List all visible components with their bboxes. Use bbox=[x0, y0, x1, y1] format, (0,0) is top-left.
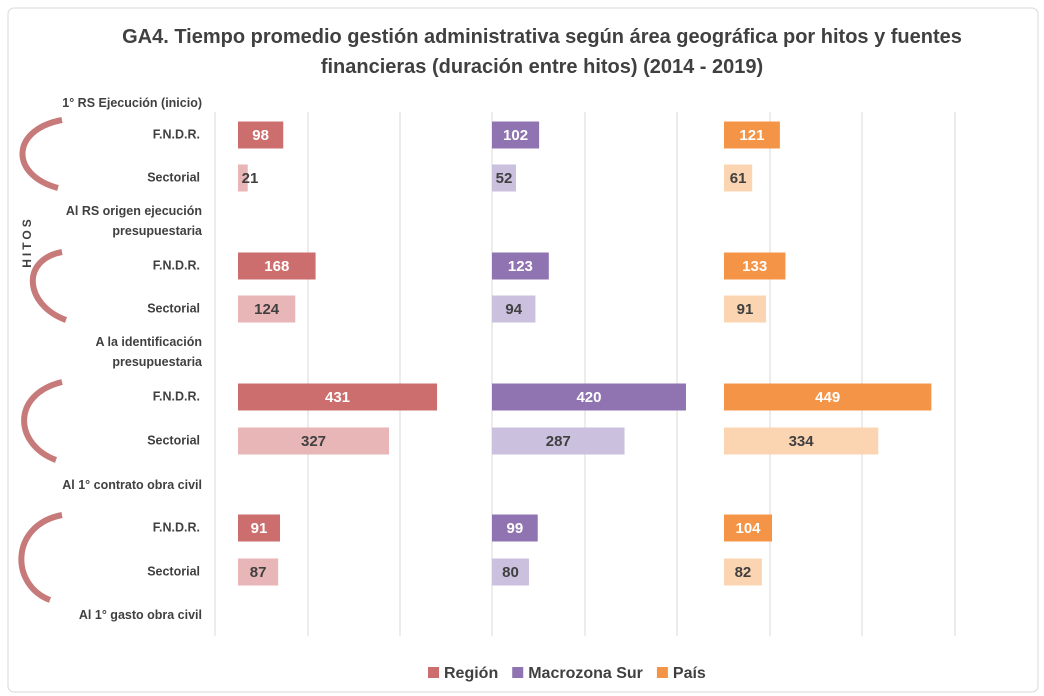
milestone-label: Al 1° gasto obra civil bbox=[78, 608, 202, 622]
bar bbox=[238, 121, 284, 149]
data-label: 168 bbox=[264, 258, 289, 275]
data-label: 449 bbox=[815, 389, 840, 406]
data-label: 80 bbox=[502, 564, 519, 581]
bar bbox=[238, 514, 281, 542]
data-label: 124 bbox=[254, 301, 280, 318]
data-label: 334 bbox=[789, 433, 815, 450]
data-label: 87 bbox=[250, 564, 267, 581]
bar bbox=[724, 295, 767, 323]
legend-label: Región bbox=[444, 665, 498, 682]
bar bbox=[492, 514, 538, 542]
milestone-label: 1° RS Ejecución (inicio) bbox=[62, 96, 202, 110]
legend-swatch bbox=[428, 667, 439, 678]
bar bbox=[724, 558, 762, 586]
y-axis-label: HITOS bbox=[20, 216, 34, 267]
legend-swatch bbox=[656, 667, 668, 678]
y-tick-label: F.N.D.R. bbox=[153, 258, 200, 272]
y-tick-label: Sectorial bbox=[147, 564, 200, 578]
bar bbox=[724, 383, 932, 411]
bar bbox=[492, 252, 549, 280]
bar bbox=[238, 427, 390, 455]
milestone-label: Al RS origen ejecución presupuestaria bbox=[65, 204, 202, 238]
bar bbox=[492, 383, 686, 411]
y-tick-label: F.N.D.R. bbox=[153, 389, 200, 403]
data-label: 102 bbox=[503, 127, 528, 144]
data-label: 121 bbox=[739, 127, 764, 144]
legend-label: Macrozona Sur bbox=[528, 665, 643, 682]
y-tick-label: Sectorial bbox=[147, 170, 200, 184]
data-label: 287 bbox=[546, 433, 571, 450]
legend-label: País bbox=[673, 665, 706, 682]
bar bbox=[724, 514, 773, 542]
bar bbox=[724, 427, 879, 455]
data-label: 21 bbox=[242, 170, 259, 187]
y-tick-label: Sectorial bbox=[147, 433, 200, 447]
bar bbox=[238, 164, 248, 192]
data-label: 327 bbox=[301, 433, 326, 450]
data-label: 91 bbox=[737, 301, 754, 318]
data-label: 133 bbox=[742, 258, 767, 275]
bar bbox=[492, 558, 529, 586]
bar bbox=[238, 295, 296, 323]
bar bbox=[238, 252, 316, 280]
data-label: 98 bbox=[252, 127, 269, 144]
data-label: 99 bbox=[507, 520, 524, 537]
bar bbox=[238, 558, 279, 586]
data-label: 420 bbox=[576, 389, 601, 406]
bar bbox=[238, 383, 438, 411]
bar bbox=[724, 164, 753, 192]
chart-title: GA4. Tiempo promedio gestión administrat… bbox=[122, 26, 962, 78]
bar bbox=[724, 252, 786, 280]
bar bbox=[492, 164, 517, 192]
bar bbox=[492, 121, 540, 149]
legend-swatch bbox=[512, 667, 524, 678]
bar bbox=[492, 295, 536, 323]
data-label: 82 bbox=[735, 564, 752, 581]
data-label: 91 bbox=[251, 520, 268, 537]
y-tick-label: Sectorial bbox=[147, 301, 200, 315]
data-label: 52 bbox=[496, 170, 513, 187]
bar bbox=[724, 121, 780, 149]
y-tick-label: F.N.D.R. bbox=[153, 127, 200, 141]
data-label: 94 bbox=[505, 301, 522, 318]
data-label: 123 bbox=[508, 258, 533, 275]
data-label: 61 bbox=[730, 170, 747, 187]
y-tick-label: F.N.D.R. bbox=[153, 520, 200, 534]
bar bbox=[492, 427, 625, 455]
arrows bbox=[18, 117, 68, 603]
data-label: 431 bbox=[325, 389, 350, 406]
milestone-label: Al 1° contrato obra civil bbox=[62, 478, 202, 492]
data-label: 104 bbox=[735, 520, 761, 537]
milestone-label: A la identificación presupuestaria bbox=[95, 335, 202, 369]
